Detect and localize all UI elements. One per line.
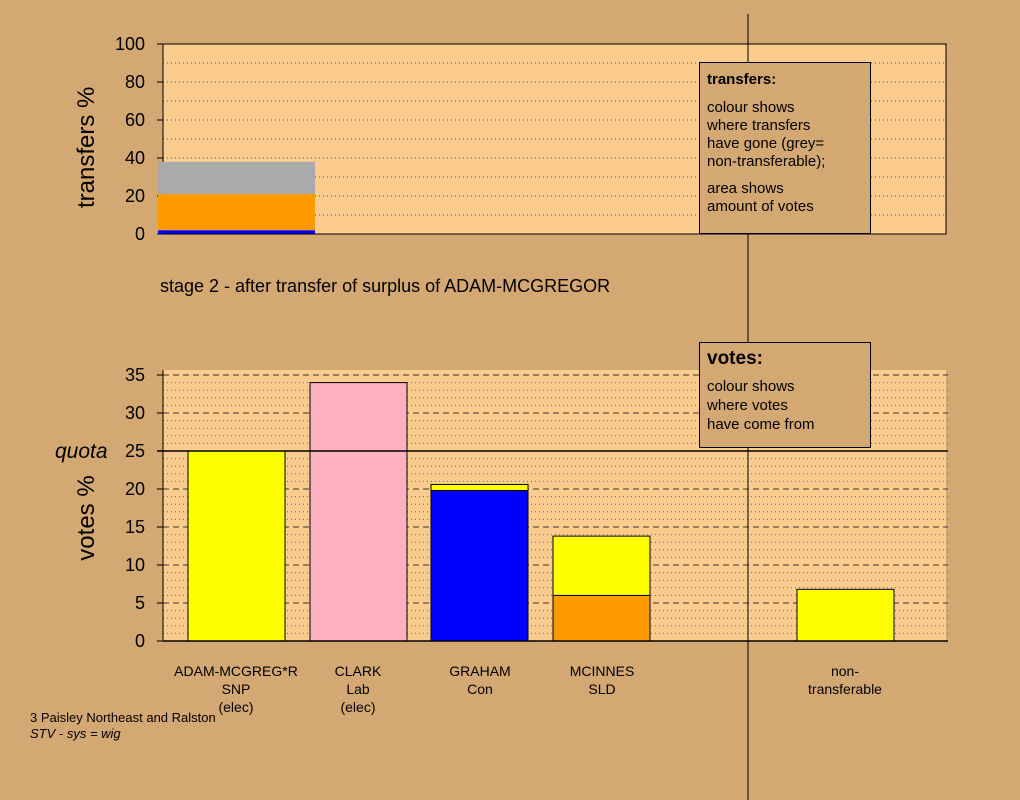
category-label-non-transferable: non- transferable xyxy=(770,662,920,698)
transfers-legend-title: transfers: xyxy=(707,71,777,88)
top-bar-segment xyxy=(158,161,315,195)
category-label-line: Lab xyxy=(346,681,370,697)
category-label-line: (elec) xyxy=(340,699,376,715)
transfers-legend-line: colour shows xyxy=(707,99,795,116)
bottom-bar-segment xyxy=(552,535,651,596)
top-bar-segment xyxy=(158,194,315,231)
category-label-line: Con xyxy=(467,681,493,697)
transfers-legend-line: have gone (grey= xyxy=(707,135,825,152)
top-bar-segment xyxy=(158,230,315,234)
bottom-y-tick-label: 30 xyxy=(125,403,145,423)
stage-title: stage 2 - after transfer of surplus of A… xyxy=(160,276,611,296)
top-y-axis-label: transfers % xyxy=(73,86,100,208)
top-y-tick-label: 20 xyxy=(125,186,145,206)
quota-label: quota xyxy=(55,440,108,463)
bottom-bar-segment xyxy=(430,490,529,642)
top-y-tick-label: 40 xyxy=(125,148,145,168)
category-label-mcinnes: MCINNES SLD xyxy=(527,662,677,698)
transfers-legend-line: area shows xyxy=(707,180,784,197)
votes-legend-box: votes: colour shows where votes have com… xyxy=(699,342,871,448)
votes-legend-line: colour shows xyxy=(707,378,795,395)
bottom-bar-segment xyxy=(552,594,651,642)
footer-constituency: 3 Paisley Northeast and Ralston xyxy=(30,710,216,725)
bottom-bar-segment xyxy=(796,588,895,642)
category-label-line: SNP xyxy=(221,681,251,697)
footer-system: STV - sys = wig xyxy=(30,726,121,741)
category-label-line: SLD xyxy=(588,681,616,697)
category-label-line: ADAM-MCGREG*R xyxy=(174,663,298,679)
category-label-line: non- xyxy=(830,663,860,679)
transfers-legend-line: non-transferable); xyxy=(707,153,826,170)
votes-legend-title: votes: xyxy=(707,348,763,369)
category-label-line: GRAHAM xyxy=(449,663,511,679)
category-label-line: transferable xyxy=(808,681,882,697)
top-y-tick-label: 100 xyxy=(115,34,145,54)
category-label-graham: GRAHAM Con xyxy=(405,662,555,698)
bottom-y-tick-label: 25 xyxy=(125,441,145,461)
bottom-y-tick-label: 35 xyxy=(125,365,145,385)
bottom-y-tick-label: 10 xyxy=(125,555,145,575)
category-label-line: (elec) xyxy=(218,699,254,715)
bottom-y-tick-label: 15 xyxy=(125,517,145,537)
bottom-bar-segment xyxy=(430,483,529,492)
top-y-tick-label: 80 xyxy=(125,72,145,92)
votes-legend-line: have come from xyxy=(707,416,815,433)
category-label-line: CLARK xyxy=(334,663,382,679)
bottom-bar-segment xyxy=(187,450,286,642)
bottom-y-tick-label: 20 xyxy=(125,479,145,499)
bottom-y-axis-label: votes % xyxy=(73,475,100,561)
transfers-legend-box: transfers: colour shows where transfers … xyxy=(699,62,871,234)
category-label-adam-mcgregor: ADAM-MCGREG*R SNP (elec) xyxy=(161,662,311,716)
category-label-line: MCINNES xyxy=(569,663,635,679)
top-y-tick-label: 60 xyxy=(125,110,145,130)
transfers-legend-line: where transfers xyxy=(707,117,811,134)
votes-legend-line: where votes xyxy=(707,397,788,414)
transfers-legend-line: amount of votes xyxy=(707,198,814,215)
bottom-bar-segment xyxy=(309,382,408,642)
bottom-y-tick-label: 5 xyxy=(135,593,145,613)
category-label-clark: CLARK Lab (elec) xyxy=(283,662,433,716)
top-y-tick-label: 0 xyxy=(135,224,145,244)
bottom-y-tick-label: 0 xyxy=(135,631,145,651)
